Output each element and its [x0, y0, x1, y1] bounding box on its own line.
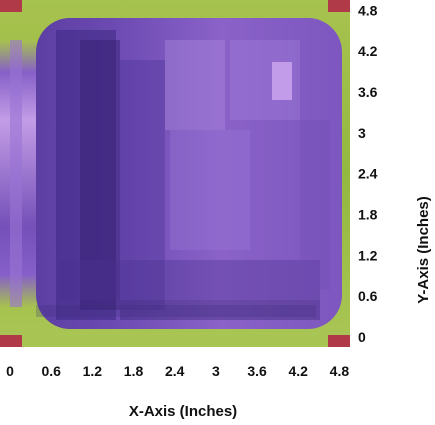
- x-tick-label: 3: [212, 363, 220, 379]
- x-tick-label: 2.4: [165, 363, 185, 379]
- heatmap-cell: [80, 40, 120, 310]
- y-tick-label: 4.8: [358, 2, 378, 18]
- heatmap-cell: [36, 305, 316, 317]
- plot-area: [0, 0, 350, 347]
- y-tick-label: 0.6: [358, 288, 378, 304]
- heatmap-cell: [56, 30, 116, 320]
- heatmap-cell: [120, 60, 165, 310]
- x-tick-label: 1.8: [124, 363, 144, 379]
- heatmap-cell: [165, 40, 225, 130]
- heatmap-left-strip: [10, 40, 22, 307]
- x-axis-label: X-Axis (Inches): [129, 403, 237, 420]
- y-axis-label: Y-Axis (Inches): [415, 196, 432, 304]
- x-tick-label: 3.6: [247, 363, 267, 379]
- heatmap-cell: [300, 120, 330, 290]
- heatmap-cell: [272, 62, 292, 100]
- x-tick-label: 0.6: [41, 363, 61, 379]
- heatmap-cell: [170, 130, 250, 250]
- y-tick-label: 0: [358, 329, 366, 345]
- x-tick-label: 4.8: [330, 363, 350, 379]
- heatmap-cell: [120, 300, 320, 320]
- x-tick-label: 0: [6, 363, 14, 379]
- y-tick-label: 4.2: [358, 43, 378, 59]
- y-tick-label: 2.4: [358, 166, 378, 182]
- x-tick-label: 4.2: [289, 363, 309, 379]
- x-tick-labels: 0 0.6 1.2 1.8 2.4 3 3.6 4.2 4.8: [6, 363, 349, 379]
- y-tick-label: 1.8: [358, 207, 378, 223]
- x-tick-label: 1.2: [83, 363, 103, 379]
- y-tick-labels: 4.8 4.2 3.6 3 2.4 1.8 1.2 0.6 0: [358, 2, 378, 345]
- y-tick-label: 1.2: [358, 247, 378, 263]
- heatmap-cell: [60, 260, 320, 300]
- y-tick-label: 3.6: [358, 84, 378, 100]
- y-tick-label: 3: [358, 125, 366, 141]
